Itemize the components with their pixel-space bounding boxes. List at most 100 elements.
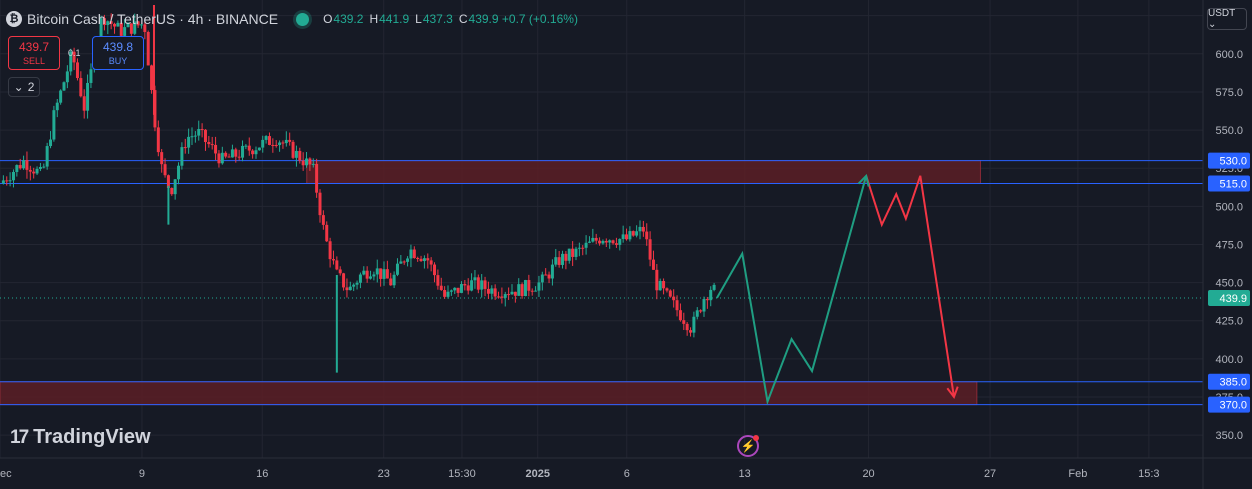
candle-body <box>288 139 292 142</box>
candle-body <box>523 280 527 297</box>
candle-body <box>591 237 595 242</box>
candle-body <box>712 284 716 290</box>
candle-body <box>244 145 248 147</box>
candle-body <box>557 257 561 265</box>
tradingview-logo: 17 TradingView <box>10 426 151 449</box>
candle-body <box>264 136 268 140</box>
buy-button[interactable]: 439.8 BUY <box>92 36 144 70</box>
candle-body <box>645 231 649 240</box>
candle-body <box>281 142 285 144</box>
y-tick-label: 350.0 <box>1215 430 1243 442</box>
candle-body <box>261 139 265 148</box>
candle-body <box>173 179 177 195</box>
candle-body <box>641 226 645 232</box>
candle-body <box>352 284 356 287</box>
candle-body <box>530 290 534 292</box>
market-status-icon[interactable] <box>296 12 310 26</box>
candle-body <box>638 226 642 232</box>
candle-body <box>490 288 494 294</box>
candle-body <box>230 149 234 158</box>
brand-name: TradingView <box>33 426 151 448</box>
level-label: 385.0 <box>1219 377 1247 389</box>
candle-body <box>651 259 655 270</box>
candle-body <box>210 144 214 146</box>
x-tick-label: 9 <box>139 468 145 480</box>
candle-body <box>79 78 83 97</box>
candle-body <box>695 310 699 317</box>
arrowhead-down <box>946 386 959 400</box>
candle-body <box>45 146 49 167</box>
spread-value: 0.1 <box>68 48 81 58</box>
x-tick-label: 6 <box>624 468 630 480</box>
candle-body <box>392 274 396 286</box>
level-label-bg <box>1208 396 1250 413</box>
indicator-layers-button[interactable]: ⌄ 2 <box>8 77 40 97</box>
candle-body <box>328 241 332 260</box>
candle-body <box>325 224 329 242</box>
sell-button[interactable]: 439.7 SELL <box>8 36 60 70</box>
candle-body <box>372 274 376 277</box>
candle-body <box>126 23 130 28</box>
x-tick-label: 20 <box>862 468 874 480</box>
candle-body <box>507 294 511 296</box>
candle-body <box>139 24 143 26</box>
candle-body <box>1 180 5 184</box>
candle-body <box>220 152 224 164</box>
candle-body <box>318 192 322 216</box>
candle-body <box>540 274 544 283</box>
y-tick-label: 600.0 <box>1215 49 1243 61</box>
candle-body <box>42 166 46 168</box>
candle-body <box>685 323 689 331</box>
candle-body <box>234 149 238 157</box>
candle-body <box>193 135 197 137</box>
candle-body <box>608 240 612 243</box>
candle-body <box>689 330 693 333</box>
candle-body <box>150 65 154 91</box>
currency-selector[interactable]: USDT ⌄ <box>1207 8 1247 30</box>
supply-demand-zone <box>306 160 981 184</box>
candle-body <box>166 175 170 188</box>
candle-body <box>224 152 228 157</box>
candle-body <box>69 51 73 72</box>
candle-body <box>197 129 201 136</box>
candle-body <box>183 147 187 149</box>
candle-body <box>129 23 133 34</box>
candle-body <box>338 269 342 274</box>
candle-body <box>123 27 127 36</box>
candle-body <box>564 253 568 261</box>
candle-body <box>705 299 709 301</box>
candle-body <box>355 282 359 285</box>
candle-body <box>554 257 558 265</box>
buy-price: 439.8 <box>102 40 134 54</box>
sell-label: SELL <box>22 56 46 66</box>
ohlc-low-value: 437.3 <box>422 12 453 26</box>
candle-body <box>534 290 538 292</box>
candle-body <box>119 22 123 36</box>
x-tick-label: 15:3 <box>1138 468 1159 480</box>
candle-body <box>601 240 605 244</box>
y-tick-label: 500.0 <box>1215 201 1243 213</box>
candle-body <box>65 71 69 83</box>
candle-body <box>672 296 676 301</box>
candle-body <box>473 277 477 281</box>
candle-body <box>648 239 652 260</box>
candle-body <box>362 270 366 275</box>
current-price-label-bg <box>1208 290 1250 307</box>
candle-body <box>305 158 309 166</box>
candle-body <box>75 62 79 79</box>
candle-body <box>399 261 403 264</box>
candle-body <box>675 300 679 311</box>
candle-body <box>25 160 29 170</box>
symbol-title[interactable]: Bitcoin Cash / TetherUS · 4h · BINANCE <box>27 11 279 27</box>
bitcoin-cash-icon: ₿ <box>6 11 22 27</box>
candle-body <box>241 145 245 158</box>
candle-body <box>453 287 457 291</box>
x-tick-label: 23 <box>378 468 390 480</box>
candle-body <box>156 127 160 153</box>
bolt-icon[interactable]: ⚡ <box>737 435 759 457</box>
candle-body <box>598 240 602 244</box>
candle-body <box>466 285 470 291</box>
x-tick-label: Feb <box>1068 468 1087 480</box>
